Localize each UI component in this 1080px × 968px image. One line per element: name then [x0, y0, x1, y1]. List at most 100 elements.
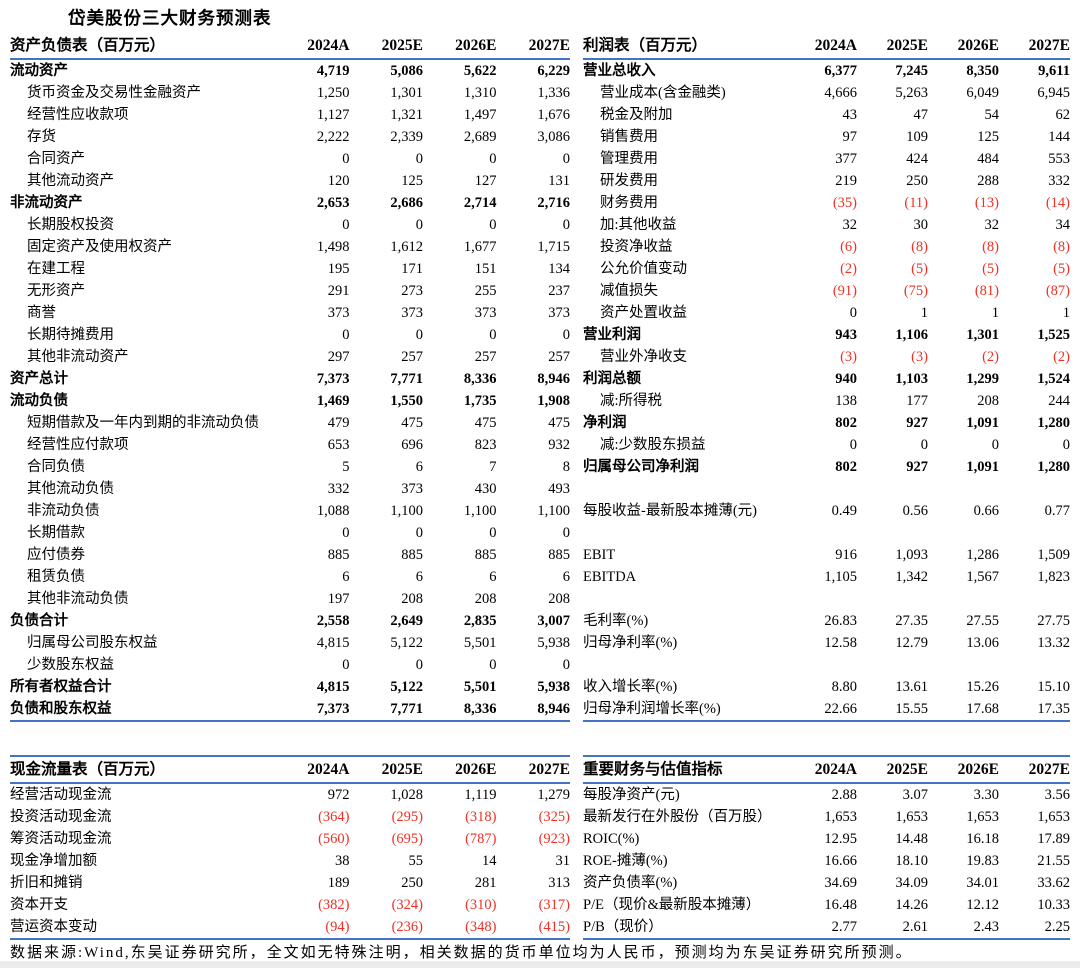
table-row: 租赁负债 6 6 6 6: [10, 566, 570, 588]
cell-value: 34.01: [966, 875, 999, 891]
cell-value: 1,279: [537, 787, 570, 803]
table-row: 销售费用 97 109 125 144: [583, 126, 1070, 148]
cell-value: 6: [489, 569, 497, 585]
column-header: 2027E: [496, 33, 570, 60]
table-row: 长期借款 0 0 0 0: [10, 522, 570, 544]
table-row: EBIT 916 1,093 1,286 1,509: [583, 544, 1070, 566]
row-label: 资产负债率(%): [583, 875, 678, 891]
cell-value: 475: [548, 415, 570, 431]
cell-value: 255: [474, 283, 497, 299]
data-source-note: 数据来源:Wind,东吴证券研究所，全文如无特殊注明，相关数据的货币单位均为人民…: [10, 945, 913, 961]
table-row: 现金净增加额 38 55 14 31: [10, 850, 570, 872]
table-row: ROE-摊薄(%) 16.66 18.10 19.83 21.55: [583, 850, 1070, 872]
row-label: 税金及附加: [600, 107, 673, 123]
cell-value: 31: [555, 853, 571, 869]
column-header: 2024A: [786, 755, 857, 784]
cell-value: 1,321: [390, 107, 423, 123]
cell-value: 1,498: [316, 239, 350, 255]
cell-value: 1,612: [390, 239, 423, 255]
cell-value: 1,676: [537, 107, 570, 123]
cell-value: 1,525: [1037, 327, 1070, 343]
table-row: [583, 522, 1070, 544]
cell-value: 14.26: [895, 897, 928, 913]
row-label: 资产处置收益: [600, 305, 687, 321]
row-label: 所有者权益合计: [10, 679, 112, 695]
row-label: 无形资产: [27, 283, 85, 299]
cell-value: 2.88: [831, 787, 857, 803]
cell-value: 38: [335, 853, 350, 869]
valuation-metrics-table: 重要财务与估值指标 2024A 2025E 2026E 2027E 每股净资产(元) 2.…: [583, 755, 1070, 940]
cell-value: 18.10: [895, 853, 928, 869]
cell-value: 6,377: [824, 63, 857, 79]
cash-flow-body: 经营活动现金流 972 1,028 1,119 1,279 投资活动现金流 (364) (29…: [10, 783, 570, 939]
cell-value: [928, 654, 999, 676]
cell-value: 13.61: [895, 679, 928, 695]
row-label: 其他非流动资产: [27, 349, 129, 365]
cell-value: 1,105: [824, 569, 857, 585]
row-label: [583, 654, 786, 676]
cell-value: [999, 654, 1070, 676]
table-row: 归属母公司股东权益 4,815 5,122 5,501 5,938: [10, 632, 570, 654]
table-row: 管理费用 377 424 484 553: [583, 148, 1070, 170]
column-header: 2027E: [999, 755, 1070, 784]
cell-value: 3.56: [1044, 787, 1070, 803]
cell-value: 297: [327, 349, 350, 365]
cell-value: 1: [1062, 305, 1070, 321]
cell-value: 125: [401, 173, 423, 189]
cell-value: 2,714: [463, 195, 497, 211]
cell-value: [857, 478, 928, 500]
cell-value: 0: [415, 217, 423, 233]
row-label: 经营性应付款项: [27, 437, 129, 453]
cell-value: (3): [911, 349, 928, 365]
column-header: 2025E: [349, 755, 423, 784]
cell-value: 1,524: [1037, 371, 1070, 387]
table-row: 投资活动现金流 (364) (295) (318) (325): [10, 806, 570, 828]
cell-value: 1: [920, 305, 928, 321]
cell-value: 12.58: [824, 635, 857, 651]
table-title: 现金流量表（百万元）: [10, 755, 276, 784]
row-label: 长期借款: [27, 525, 85, 541]
row-label: 存货: [27, 129, 56, 145]
cell-value: 8,350: [966, 63, 999, 79]
table-row: 固定资产及使用权资产 1,498 1,612 1,677 1,715: [10, 236, 570, 258]
table-row: 负债和股东权益 7,373 7,771 8,336 8,946: [10, 698, 570, 721]
cell-value: 2,835: [463, 613, 497, 629]
table-row: 每股收益-最新股本摊薄(元) 0.49 0.56 0.66 0.77: [583, 500, 1070, 522]
table-title: 资产负债表（百万元）: [10, 33, 276, 60]
cell-value: 8: [562, 459, 570, 475]
cell-value: 120: [327, 173, 350, 189]
cell-value: 1,653: [895, 809, 928, 825]
cell-value: 43: [842, 107, 858, 123]
cell-value: 0: [489, 327, 497, 343]
table-row: 短期借款及一年内到期的非流动负债 479 475 475 475: [10, 412, 570, 434]
row-label: 负债合计: [10, 613, 68, 629]
cell-value: 2,653: [316, 195, 350, 211]
cell-value: 1,735: [463, 393, 497, 409]
cell-value: 47: [913, 107, 929, 123]
cell-value: 32: [984, 217, 1000, 233]
cell-value: (5): [982, 261, 999, 277]
cell-value: 7,373: [316, 701, 350, 717]
cell-value: 7: [489, 459, 497, 475]
cell-value: [857, 522, 928, 544]
row-label: 经营活动现金流: [10, 787, 112, 803]
cell-value: 0: [342, 217, 350, 233]
cell-value: 134: [548, 261, 570, 277]
cell-value: 1,280: [1037, 459, 1070, 475]
cell-value: 5,501: [463, 679, 497, 695]
cell-value: 250: [401, 875, 423, 891]
cell-value: [857, 588, 928, 610]
table-row: 资产负债率(%) 34.69 34.09 34.01 33.62: [583, 872, 1070, 894]
cell-value: 125: [977, 129, 999, 145]
cell-value: 4,815: [316, 635, 350, 651]
page-title: 岱美股份三大财务预测表: [68, 8, 272, 28]
table-row: 公允价值变动 (2) (5) (5) (5): [583, 258, 1070, 280]
cell-value: (81): [974, 283, 999, 299]
row-label: ROIC(%): [583, 831, 640, 847]
cell-value: 131: [548, 173, 570, 189]
column-header: 2024A: [276, 755, 350, 784]
row-label: 投资净收益: [600, 239, 673, 255]
row-label: 租赁负债: [27, 569, 85, 585]
cell-value: (5): [911, 261, 928, 277]
cell-value: (295): [391, 809, 423, 825]
